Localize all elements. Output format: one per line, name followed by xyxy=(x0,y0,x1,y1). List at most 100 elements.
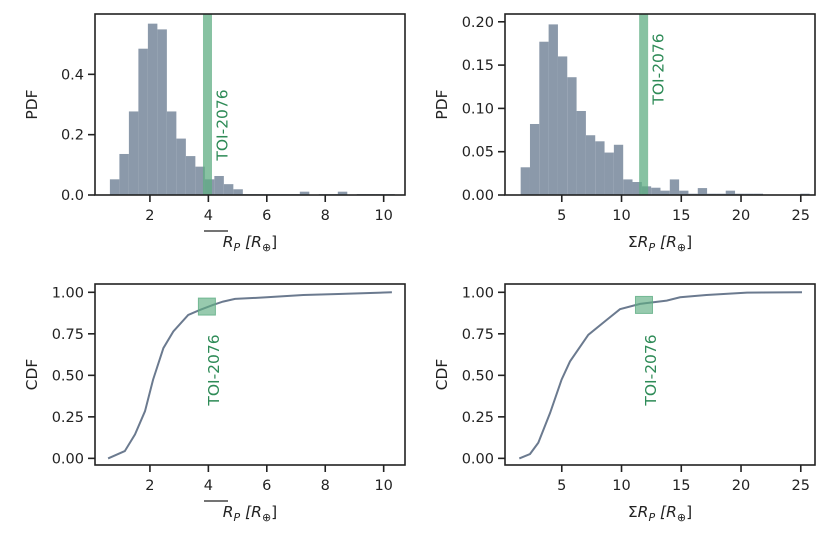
x-tick-label: 25 xyxy=(792,208,810,224)
y-tick-label: 0.4 xyxy=(61,67,84,83)
x-axis-label-part: P xyxy=(648,241,655,254)
x-axis-label: RP [R⊕] xyxy=(223,503,277,524)
histogram-bar xyxy=(147,23,158,195)
x-axis-label-part: R xyxy=(638,233,649,251)
x-axis-label-part: ] xyxy=(686,233,692,251)
x-axis-label-part: [R xyxy=(655,233,677,251)
x-axis-label-part: [R xyxy=(655,503,677,521)
x-tick-label: 10 xyxy=(612,478,630,494)
y-tick-label: 1.00 xyxy=(462,285,494,301)
y-tick-label: 1.00 xyxy=(52,285,84,301)
x-tick-label: 2 xyxy=(145,208,154,224)
histogram-bar xyxy=(520,167,530,195)
y-axis-label: PDF xyxy=(433,89,451,119)
y-tick-label: 0.2 xyxy=(61,128,84,144)
x-tick-label: 5 xyxy=(557,208,566,224)
histogram-bar xyxy=(613,144,624,195)
x-axis-label-part: Σ xyxy=(628,233,638,251)
highlight-vline xyxy=(202,14,212,195)
x-axis-label-part: P xyxy=(234,241,241,254)
x-axis-label-part: ] xyxy=(271,503,277,521)
x-axis-label-part: ⊕ xyxy=(677,241,686,254)
histogram-bar xyxy=(223,184,234,195)
histogram-bar xyxy=(632,182,642,195)
highlight-label: TOI-2076 xyxy=(650,33,668,105)
histogram-bar xyxy=(576,110,586,195)
histogram-bar xyxy=(557,56,568,195)
x-tick-label: 8 xyxy=(321,208,330,224)
y-tick-label: 0.75 xyxy=(462,327,494,343)
panel-top-right: TOI-2076 5 10 15 20 25 0.00 0.05 0.10 0.15 0.20 PDF… xyxy=(433,13,816,254)
x-axis-label-part: P xyxy=(648,511,655,524)
histogram-bar xyxy=(548,24,558,195)
y-tick-label: 0.0 xyxy=(61,188,84,204)
histogram-bar xyxy=(195,166,205,195)
y-tick-label: 0.50 xyxy=(52,368,84,384)
axes-frame xyxy=(504,13,816,196)
x-axis-label-part: [R xyxy=(240,233,262,251)
histogram-bar xyxy=(166,111,177,195)
histogram-bar xyxy=(539,41,549,195)
y-tick-label: 0.15 xyxy=(462,58,494,74)
x-tick-label: 8 xyxy=(321,478,330,494)
panel-bottom-right: TOI-2076 5 10 15 20 25 0.00 0.25 0.50 0.75 1.00 CDF… xyxy=(433,283,816,524)
histogram-bar xyxy=(138,48,148,195)
panel-top-left: TOI-2076 2 4 6 8 10 0.0 0.2 0.4 PDF RP [R⊕] xyxy=(23,13,406,254)
histogram-bar xyxy=(623,179,633,195)
y-tick-label: 0.50 xyxy=(462,368,494,384)
histogram-bar xyxy=(567,77,577,195)
x-axis-label: RP [R⊕] xyxy=(223,233,277,254)
x-axis-label-part: R xyxy=(223,233,234,251)
axes-frame xyxy=(94,283,406,466)
y-tick-label: 0.25 xyxy=(52,410,84,426)
axes-frame xyxy=(504,283,816,466)
highlight-marker xyxy=(634,295,653,314)
x-tick-label: 20 xyxy=(732,208,750,224)
histogram-bar xyxy=(185,156,196,195)
y-tick-label: 0.05 xyxy=(462,145,494,161)
histogram-bar xyxy=(529,123,540,195)
histogram-bar xyxy=(585,135,596,195)
x-axis-label: ΣRP [R⊕] xyxy=(628,233,692,254)
cdf-curve xyxy=(107,291,392,460)
x-tick-label: 15 xyxy=(672,478,690,494)
highlight-label: TOI-2076 xyxy=(205,334,223,406)
x-axis-label: ΣRP [R⊕] xyxy=(628,503,692,524)
x-tick-label: 2 xyxy=(145,478,154,494)
y-axis-label: PDF xyxy=(23,89,41,119)
histogram-bar xyxy=(660,190,670,195)
histogram-bar xyxy=(725,190,736,195)
y-tick-label: 0.00 xyxy=(52,451,84,467)
y-tick-label: 0.25 xyxy=(462,410,494,426)
x-tick-label: 15 xyxy=(672,208,690,224)
axes-frame xyxy=(94,13,406,196)
x-tick-label: 10 xyxy=(612,208,630,224)
x-tick-label: 10 xyxy=(374,208,392,224)
histogram-bar xyxy=(595,141,605,195)
x-tick-label: 4 xyxy=(204,478,213,494)
x-axis-label-part: R xyxy=(638,503,649,521)
y-tick-label: 0.75 xyxy=(52,327,84,343)
y-tick-label: 0.00 xyxy=(462,451,494,467)
x-axis-label-part: ] xyxy=(686,503,692,521)
x-tick-label: 4 xyxy=(204,208,213,224)
x-axis-label-part: ⊕ xyxy=(677,511,686,524)
histogram-bar xyxy=(697,188,708,195)
y-axis-label: CDF xyxy=(23,359,41,391)
x-axis-label-part: [R xyxy=(240,503,262,521)
histogram-bar xyxy=(157,29,167,196)
x-axis-label-part: ⊕ xyxy=(262,511,271,524)
y-axis-label: CDF xyxy=(433,359,451,391)
x-axis-label-part: ⊕ xyxy=(262,241,271,254)
x-tick-label: 5 xyxy=(557,478,566,494)
histogram-bar xyxy=(233,189,243,195)
x-tick-label: 6 xyxy=(262,208,271,224)
y-tick-label: 0.00 xyxy=(462,188,494,204)
x-axis-label-part: ] xyxy=(271,233,277,251)
histogram-bar xyxy=(214,175,224,195)
y-tick-label: 0.10 xyxy=(462,101,494,117)
x-tick-label: 25 xyxy=(792,478,810,494)
histogram-bar xyxy=(128,111,139,195)
cdf-curve xyxy=(518,291,803,460)
